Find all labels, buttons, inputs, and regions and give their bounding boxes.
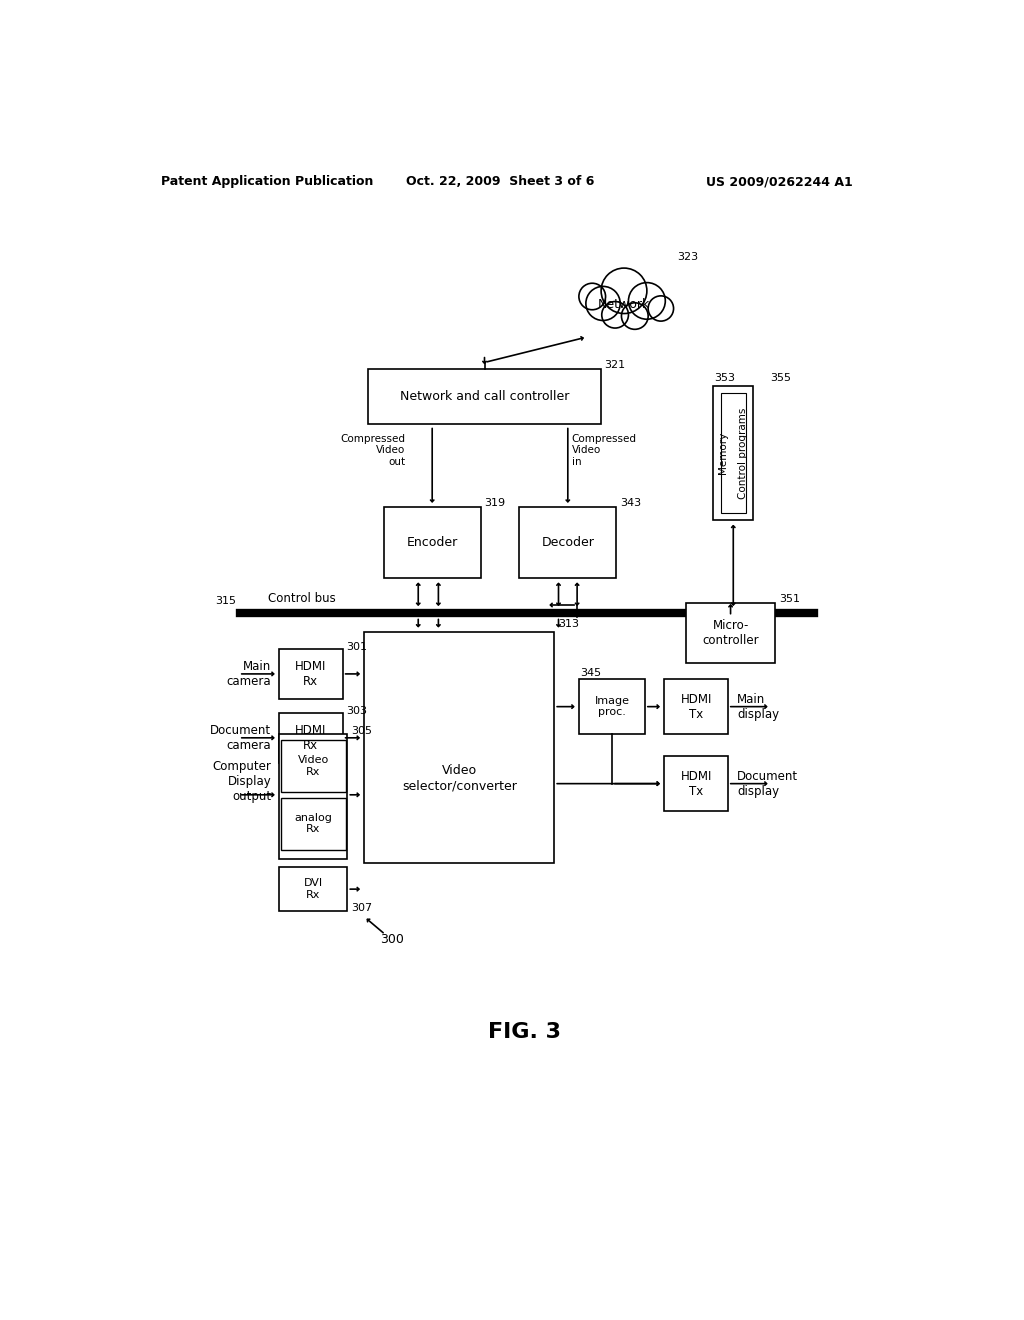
Circle shape	[602, 301, 629, 329]
Text: Computer
Display
output: Computer Display output	[213, 760, 271, 803]
FancyBboxPatch shape	[686, 603, 775, 663]
Text: 315: 315	[215, 597, 237, 606]
Text: 355: 355	[770, 372, 792, 383]
Text: Compressed
Video
out: Compressed Video out	[340, 434, 406, 467]
Text: Network and call controller: Network and call controller	[399, 389, 569, 403]
FancyBboxPatch shape	[365, 632, 554, 863]
Text: Compressed
Video
in: Compressed Video in	[571, 434, 637, 467]
Text: 319: 319	[484, 499, 506, 508]
Text: HDMI
Tx: HDMI Tx	[680, 693, 712, 721]
Text: Main
display: Main display	[737, 693, 779, 721]
Text: Decoder: Decoder	[542, 536, 594, 549]
FancyBboxPatch shape	[369, 368, 601, 424]
FancyBboxPatch shape	[519, 507, 616, 578]
Text: 353: 353	[715, 372, 735, 383]
Text: Patent Application Publication: Patent Application Publication	[162, 176, 374, 187]
FancyBboxPatch shape	[579, 678, 645, 734]
Text: Video
selector/converter: Video selector/converter	[401, 764, 517, 792]
Circle shape	[579, 284, 605, 310]
Circle shape	[601, 268, 647, 314]
Text: Oct. 22, 2009  Sheet 3 of 6: Oct. 22, 2009 Sheet 3 of 6	[406, 176, 594, 187]
Text: DVI
Rx: DVI Rx	[304, 878, 323, 900]
FancyBboxPatch shape	[281, 739, 346, 792]
Circle shape	[648, 296, 674, 321]
Text: Micro-
controller: Micro- controller	[702, 619, 759, 647]
Text: 323: 323	[677, 252, 697, 261]
Text: 307: 307	[351, 903, 373, 912]
Text: 313: 313	[558, 619, 580, 630]
Text: 300: 300	[380, 933, 403, 946]
Text: Main
camera: Main camera	[226, 660, 271, 688]
FancyBboxPatch shape	[280, 867, 347, 912]
FancyBboxPatch shape	[280, 713, 343, 763]
Text: 343: 343	[621, 499, 641, 508]
Circle shape	[622, 302, 648, 329]
Text: 303: 303	[346, 706, 368, 717]
FancyBboxPatch shape	[713, 385, 754, 520]
Text: analog
Rx: analog Rx	[294, 813, 332, 834]
Circle shape	[586, 286, 621, 321]
FancyBboxPatch shape	[280, 649, 343, 700]
Text: Network: Network	[598, 298, 650, 312]
Text: Control bus: Control bus	[267, 593, 335, 606]
Text: Document
display: Document display	[737, 770, 799, 797]
FancyBboxPatch shape	[280, 734, 347, 859]
Text: 301: 301	[346, 643, 368, 652]
Text: HDMI
Rx: HDMI Rx	[295, 660, 327, 688]
Text: 351: 351	[779, 594, 800, 603]
Text: Control programs: Control programs	[738, 408, 749, 499]
Text: HDMI
Rx: HDMI Rx	[295, 723, 327, 752]
Text: 345: 345	[581, 668, 602, 677]
Text: Document
camera: Document camera	[210, 723, 271, 752]
Text: FIG. 3: FIG. 3	[488, 1023, 561, 1043]
FancyBboxPatch shape	[665, 678, 728, 734]
FancyBboxPatch shape	[281, 797, 346, 850]
Text: HDMI
Tx: HDMI Tx	[680, 770, 712, 797]
Text: US 2009/0262244 A1: US 2009/0262244 A1	[706, 176, 852, 187]
FancyBboxPatch shape	[721, 393, 745, 512]
Text: 321: 321	[604, 360, 626, 370]
Circle shape	[629, 282, 666, 319]
Text: Video
Rx: Video Rx	[298, 755, 329, 776]
Text: Image
proc.: Image proc.	[595, 696, 630, 718]
Text: Memory: Memory	[718, 432, 728, 474]
Text: Encoder: Encoder	[407, 536, 458, 549]
FancyBboxPatch shape	[384, 507, 480, 578]
Text: 305: 305	[351, 726, 372, 735]
FancyBboxPatch shape	[665, 756, 728, 812]
